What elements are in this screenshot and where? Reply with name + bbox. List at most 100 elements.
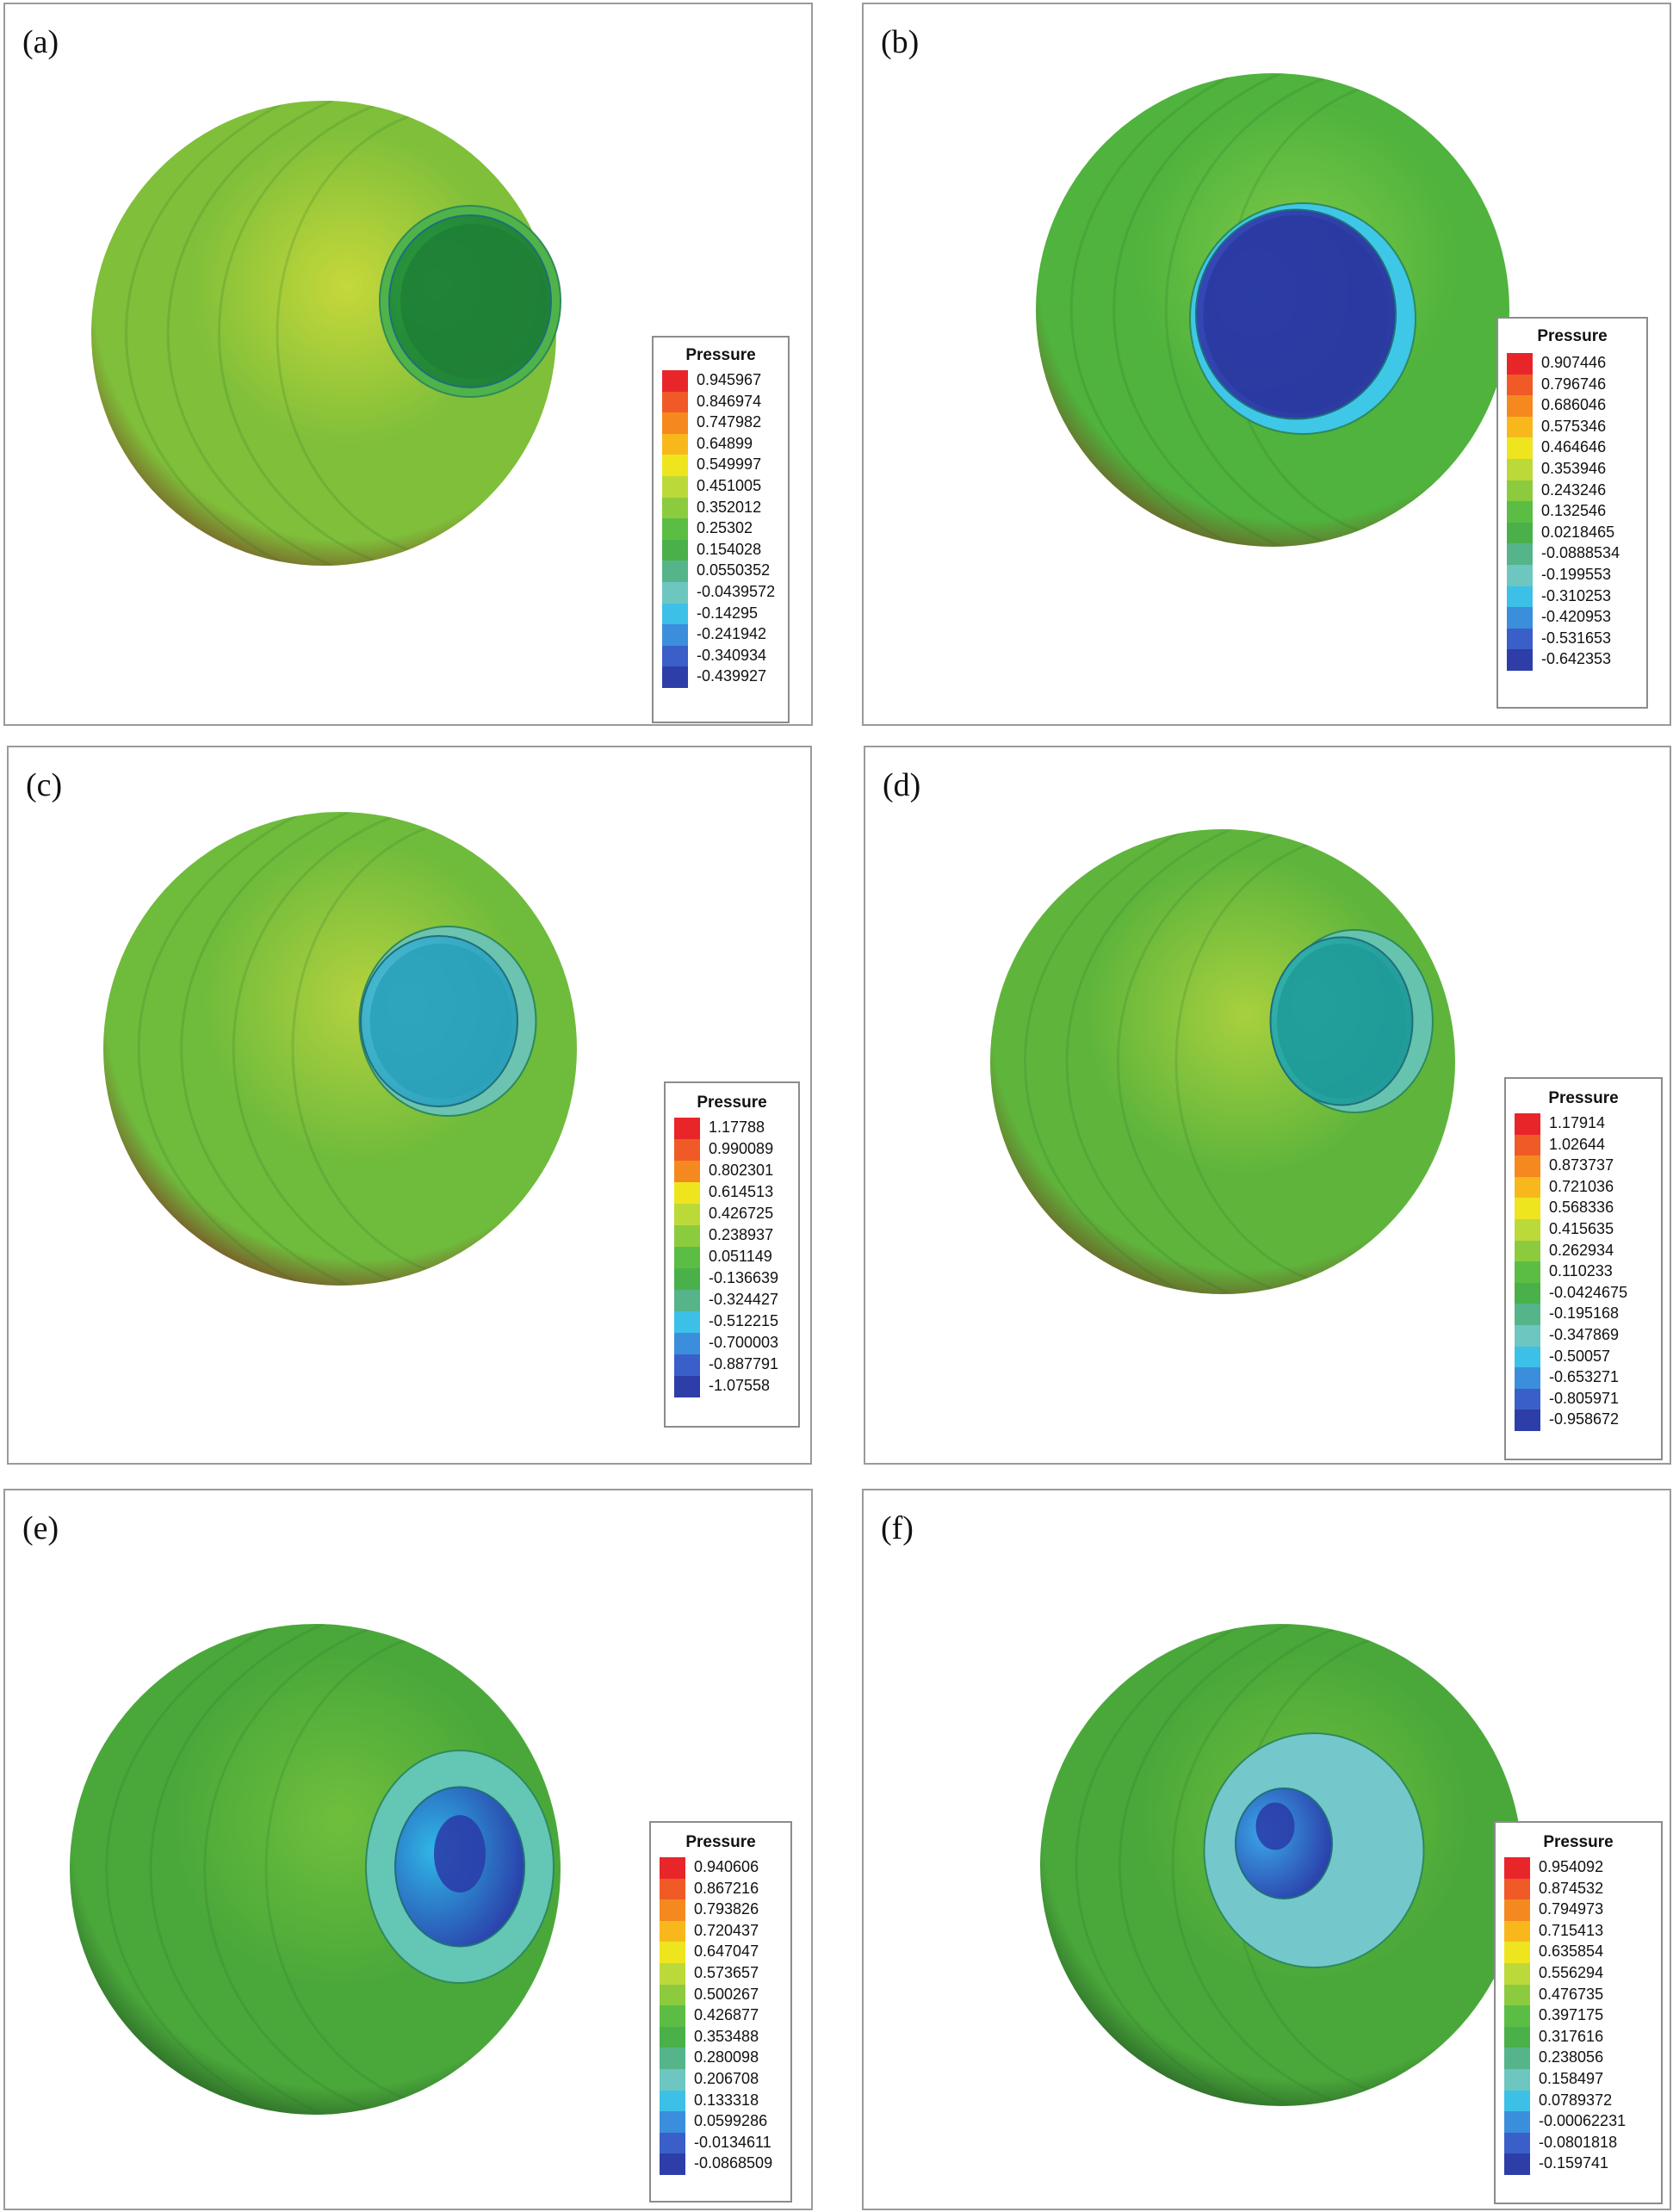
legend-title: Pressure — [1537, 327, 1608, 345]
legend-swatch — [674, 1290, 700, 1311]
legend-value: 0.614513 — [709, 1183, 774, 1200]
legend-value: 0.133318 — [694, 2091, 759, 2109]
legend-swatch — [1507, 437, 1533, 460]
legend-swatch — [674, 1225, 700, 1247]
legend-swatch — [662, 624, 688, 647]
legend-value: 0.25302 — [697, 519, 753, 537]
pressure-minimum — [1203, 215, 1389, 413]
legend-swatch — [660, 1963, 685, 1985]
legend-swatch — [1507, 459, 1533, 480]
panel-a: (a) Pressure 0.945967 0.846974 0.747982 0.64… — [3, 3, 813, 726]
contour-band — [1112, 73, 1509, 547]
legend-value: -0.340934 — [697, 646, 767, 664]
legend-value: -0.310253 — [1541, 586, 1612, 604]
legend-swatch — [662, 370, 688, 392]
legend-swatch — [1504, 1899, 1530, 1922]
legend-value: -0.195168 — [1549, 1304, 1620, 1323]
legend-swatch — [674, 1311, 700, 1333]
legend-value: 0.051149 — [709, 1248, 772, 1265]
legend-value: 0.686046 — [1541, 396, 1607, 414]
legend-swatch — [660, 1878, 685, 1900]
pressure-legend: Pressure 1.17914 1.02644 0.873737 0.721036 0.… — [1504, 1077, 1663, 1460]
legend-swatch — [1507, 501, 1533, 524]
legend-swatch — [1507, 522, 1533, 544]
legend-swatch — [674, 1182, 700, 1204]
legend-value: -0.241942 — [697, 625, 767, 643]
legend-swatch — [1504, 2153, 1530, 2176]
legend-value: 0.873737 — [1549, 1156, 1614, 1174]
legend-swatch — [662, 497, 688, 519]
legend-value: 0.0218465 — [1541, 523, 1615, 541]
legend-swatch — [660, 2132, 685, 2154]
legend-swatch — [1504, 1857, 1530, 1879]
legend-value: 0.635854 — [1539, 1942, 1604, 1961]
legend-swatch — [1515, 1113, 1540, 1135]
legend-swatch — [662, 476, 688, 498]
legend-value: 0.243246 — [1541, 480, 1607, 499]
legend-swatch — [660, 2153, 685, 2176]
legend-swatch — [660, 2026, 685, 2048]
legend-value: 0.238937 — [709, 1226, 774, 1243]
legend-swatch — [660, 2005, 685, 2028]
legend-value: -0.887791 — [709, 1355, 779, 1372]
contour-band — [1065, 829, 1455, 1294]
contour-band — [149, 1624, 561, 2115]
legend-value: -0.958672 — [1549, 1410, 1620, 1428]
legend-swatch — [674, 1376, 700, 1397]
pressure-minimum — [369, 944, 512, 1099]
legend-value: -0.159741 — [1539, 2154, 1609, 2172]
legend-value: -0.420953 — [1541, 608, 1612, 626]
legend-value: -0.199553 — [1541, 566, 1612, 583]
contour-band — [218, 101, 556, 566]
legend-value: 0.549997 — [697, 455, 762, 474]
legend-swatch — [1507, 543, 1533, 566]
legend-swatch — [674, 1354, 700, 1376]
legend-value: 0.64899 — [697, 434, 753, 452]
panel-label: (d) — [883, 767, 921, 803]
legend-swatch — [660, 1899, 685, 1922]
legend-value: 0.747982 — [697, 413, 762, 431]
legend-value: 0.940606 — [694, 1858, 759, 1875]
pressure-sphere — [70, 1624, 561, 2115]
contour-band — [1024, 829, 1455, 1294]
legend-value: 0.353946 — [1541, 460, 1607, 477]
contour-band — [232, 812, 577, 1286]
legend-value: -0.439927 — [697, 667, 767, 685]
legend-swatch — [662, 645, 688, 667]
legend-value: 0.846974 — [697, 392, 762, 410]
legend-swatch — [1504, 2069, 1530, 2091]
legend-value: -0.700003 — [709, 1334, 779, 1351]
legend-value: 0.575346 — [1541, 417, 1607, 435]
legend-swatch — [1504, 1984, 1530, 2006]
legend-swatch — [674, 1118, 700, 1139]
legend-value: 0.954092 — [1539, 1858, 1604, 1875]
legend-value: 0.907446 — [1541, 354, 1607, 371]
legend-value: -0.0888534 — [1541, 544, 1620, 562]
contour-band — [125, 101, 556, 566]
legend-value: 0.556294 — [1539, 1964, 1604, 1981]
legend-value: 0.317616 — [1539, 2027, 1604, 2045]
pressure-sphere — [1040, 1624, 1522, 2106]
legend-value: 0.0789372 — [1539, 2091, 1613, 2109]
legend-value: 0.426725 — [709, 1205, 774, 1222]
contour-band — [1075, 1624, 1522, 2106]
legend-swatch — [1507, 586, 1533, 608]
panel-f: (f) Pressure 0.954092 0.874532 0.794973 0.71… — [862, 1489, 1671, 2210]
legend-value: 0.353488 — [694, 2027, 759, 2045]
legend-value: 0.206708 — [694, 2070, 759, 2087]
legend-value: -0.136639 — [709, 1269, 779, 1286]
legend-value: 1.17914 — [1549, 1114, 1606, 1131]
legend-value: -0.347869 — [1549, 1326, 1620, 1343]
legend-swatch — [1515, 1388, 1540, 1410]
pressure-legend: Pressure 1.17788 0.990089 0.802301 0.614513 0… — [664, 1081, 800, 1428]
legend-value: -0.0134611 — [694, 2133, 771, 2151]
legend-swatch — [662, 666, 688, 689]
legend-value: 0.476735 — [1539, 1985, 1604, 2003]
legend-value: 0.573657 — [694, 1964, 759, 1981]
legend-value: -0.324427 — [709, 1291, 779, 1308]
legend-swatch — [1504, 2048, 1530, 2070]
panel-b: (b) Pressure 0.907446 0.796746 0.686046 0.57… — [862, 3, 1671, 726]
legend-value: 0.110233 — [1549, 1262, 1613, 1280]
panel-e: (e) Pressure 0.940606 0.867216 0.793826 0.72… — [3, 1489, 813, 2210]
legend-swatch — [1507, 480, 1533, 502]
